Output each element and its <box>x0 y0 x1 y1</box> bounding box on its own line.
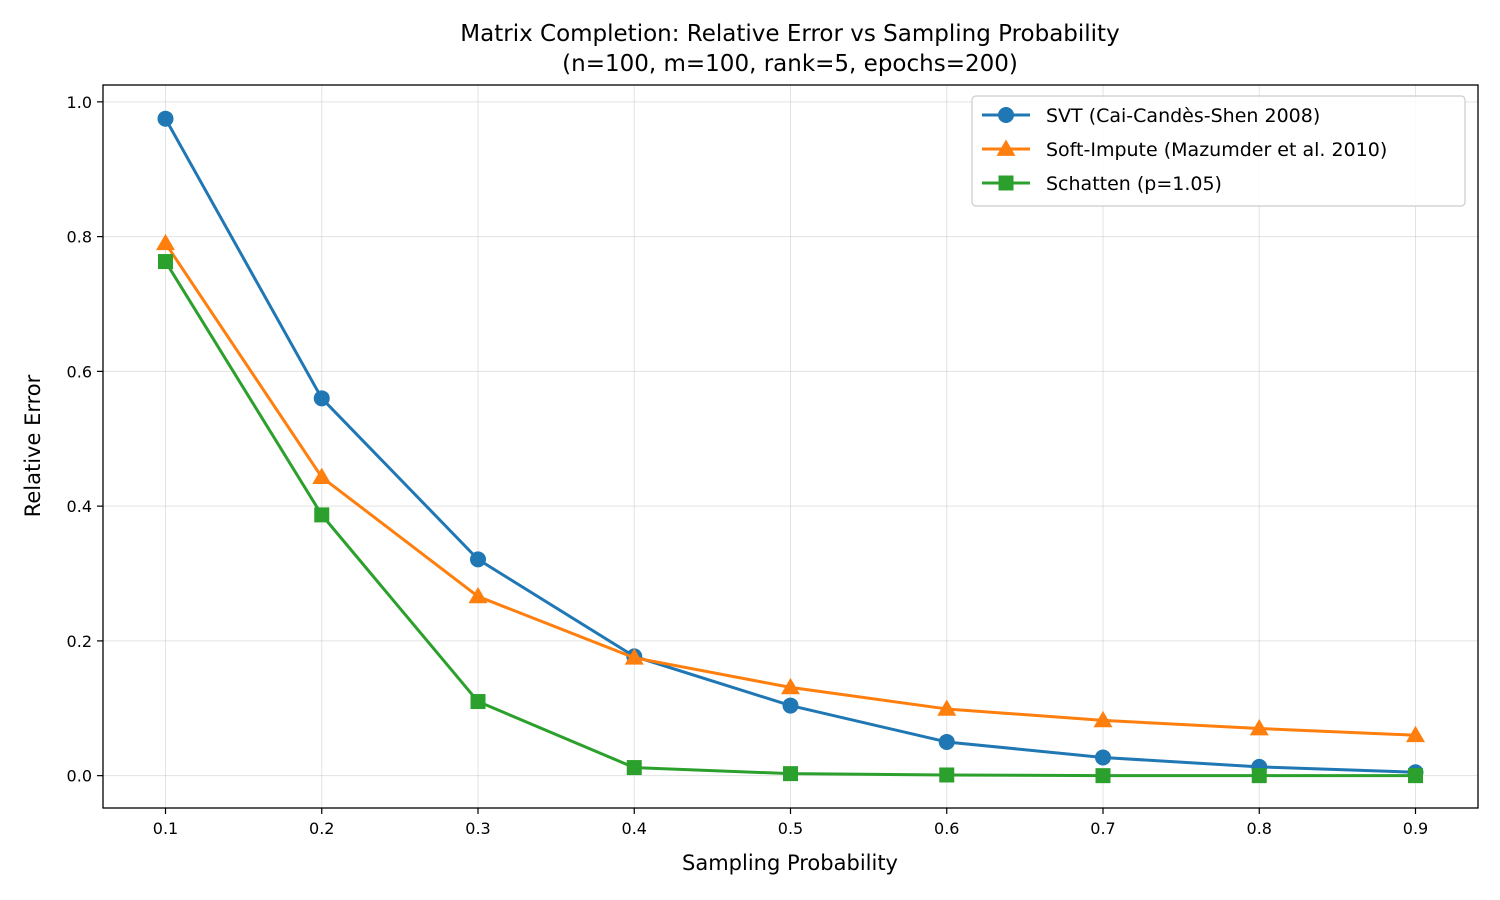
y-tick-label: 0.6 <box>67 362 92 381</box>
data-point <box>782 697 799 714</box>
data-point <box>470 694 486 710</box>
data-point <box>1251 768 1267 784</box>
data-point <box>781 677 800 695</box>
ticks: 0.1 0.2 0.3 0.4 0.5 0.6 0.7 0.8 0.9 0.0 0.2 0.4 0.6 0… <box>67 93 1429 838</box>
legend-entry: SVT (Cai-Candès-Shen 2008) <box>982 105 1320 127</box>
data-point <box>312 467 332 484</box>
x-tick-label: 0.6 <box>934 819 959 838</box>
x-tick-label: 0.3 <box>465 819 490 838</box>
y-tick-label: 0.0 <box>67 767 92 786</box>
x-tick-label: 0.2 <box>309 819 334 838</box>
data-point <box>468 586 488 604</box>
legend-marker <box>998 107 1014 123</box>
series-1 <box>157 110 1424 781</box>
y-tick-label: 0.4 <box>67 497 92 516</box>
x-tick-label: 0.1 <box>153 819 178 838</box>
data-point <box>783 766 798 782</box>
data-point <box>313 390 330 407</box>
data-point <box>314 507 330 523</box>
series-layer <box>156 110 1425 784</box>
data-point <box>1093 710 1113 728</box>
data-point <box>624 648 644 665</box>
y-tick-label: 0.8 <box>67 228 92 247</box>
data-point <box>157 110 174 127</box>
chart-subtitle: (n=100, m=100, rank=5, epochs=200) <box>562 51 1018 77</box>
data-point <box>156 233 175 251</box>
legend-box <box>971 95 1466 207</box>
data-point <box>158 254 173 270</box>
x-axis-title: Sampling Probability <box>682 851 898 875</box>
legend-marker <box>996 139 1016 156</box>
chart-title: Matrix Completion: Relative Error vs Sam… <box>460 21 1119 47</box>
legend: SVT (Cai-Candès-Shen 2008) Soft-Impute (M… <box>971 95 1466 207</box>
series-2 <box>156 233 1425 743</box>
data-point <box>1249 718 1269 736</box>
legend-entry: Soft-Impute (Mazumder et al. 2010) <box>982 139 1387 161</box>
data-point <box>1095 768 1111 784</box>
legend-entry: Schatten (p=1.05) <box>982 173 1222 195</box>
data-point <box>1408 768 1423 784</box>
y-tick-label: 1.0 <box>67 93 92 112</box>
y-axis-title: Relative Error <box>21 374 45 517</box>
data-point <box>626 760 642 776</box>
data-point <box>939 767 955 783</box>
x-tick-label: 0.9 <box>1403 819 1428 838</box>
y-tick-label: 0.2 <box>67 632 92 651</box>
legend-marker <box>998 175 1014 191</box>
x-tick-label: 0.8 <box>1247 819 1272 838</box>
legend-label: Schatten (p=1.05) <box>1046 173 1222 195</box>
data-point <box>1095 749 1111 766</box>
data-point <box>470 551 486 568</box>
series-3 <box>158 254 1423 784</box>
data-point <box>937 699 957 716</box>
legend-label: Soft-Impute (Mazumder et al. 2010) <box>1046 139 1387 161</box>
legend-label: SVT (Cai-Candès-Shen 2008) <box>1046 105 1320 127</box>
x-tick-label: 0.5 <box>778 819 803 838</box>
x-tick-label: 0.7 <box>1090 819 1115 838</box>
x-tick-label: 0.4 <box>622 819 647 838</box>
data-point <box>938 733 955 750</box>
data-point <box>1406 725 1425 743</box>
